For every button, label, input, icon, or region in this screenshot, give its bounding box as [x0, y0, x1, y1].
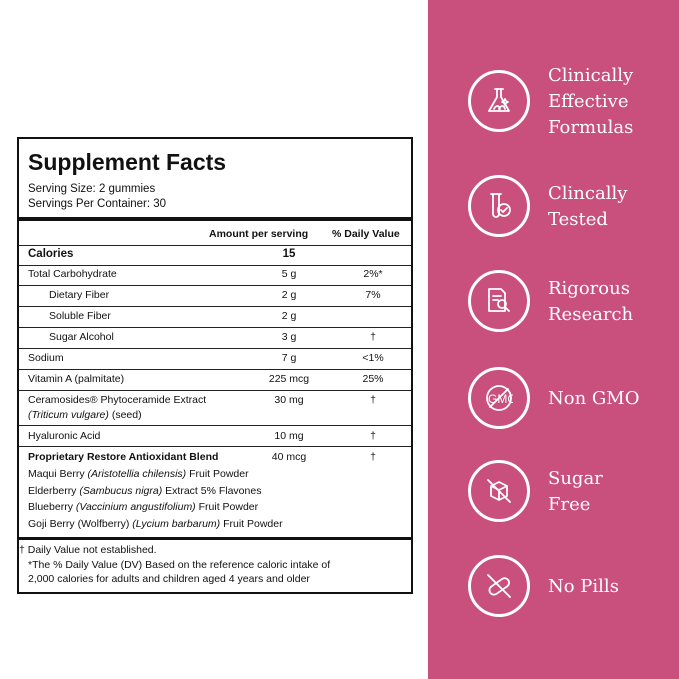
servings-per-container: Servings Per Container: 30	[28, 198, 167, 210]
icon-circle	[468, 70, 530, 132]
footnote-dagger: † Daily Value not established.	[19, 544, 157, 556]
nutrient-name: Vitamin A (palmitate)	[28, 373, 125, 385]
row-divider	[19, 285, 411, 286]
row-divider	[19, 425, 411, 426]
flask-leaf-icon	[488, 88, 510, 112]
form: Fruit Powder	[220, 517, 283, 530]
latin-name: (Aristotellia chilensis)	[87, 468, 187, 480]
pill-crossed-icon	[487, 574, 511, 598]
nutrient-amount: 2 g	[281, 310, 297, 322]
nutrient-amount: 30 mg	[274, 394, 304, 406]
amount-header: Amount per serving	[209, 228, 309, 240]
gmo-crossed-icon: GMO	[486, 385, 513, 411]
nutrient-dv: †	[370, 331, 376, 343]
thick-divider	[19, 217, 411, 221]
nutrient-name: Total Carbohydrate	[28, 268, 117, 280]
latin-name: (Vaccinium angustifolium)	[75, 501, 196, 513]
ingredient-text: Goji Berry (Wolfberry) (Lycium barbarum)…	[28, 518, 283, 530]
nutrient-name: Dietary Fiber	[49, 289, 110, 301]
common-name: Blueberry	[28, 501, 76, 513]
common-name: Goji Berry (Wolfberry)	[28, 517, 133, 530]
nutrient-name: Sugar Alcohol	[49, 331, 114, 343]
nutrient-dv: 2%*	[363, 268, 383, 280]
blend-name: Proprietary Restore Antioxidant Blend	[28, 451, 219, 463]
nutrient-amount: 5 g	[281, 268, 297, 280]
nutrient-name: Ceramosides® Phytoceramide Extract	[28, 394, 207, 406]
test-tube-check-icon	[490, 193, 511, 218]
nutrient-name: Sodium	[28, 352, 64, 364]
footnote-dv-cont: 2,000 calories for adults and children a…	[28, 573, 310, 585]
blend-amount: 40 mcg	[271, 451, 307, 463]
nutrient-subname: (Triticum vulgare) (seed)	[28, 409, 142, 421]
part: (seed)	[108, 409, 142, 421]
footnote-dv: *The % Daily Value (DV) Based on the ref…	[28, 559, 331, 571]
calories-value: 15	[282, 248, 296, 260]
nutrient-dv: <1%	[362, 352, 384, 364]
nutrient-name: Soluble Fiber	[49, 310, 111, 322]
icon-circle	[468, 460, 530, 522]
row-divider	[19, 446, 411, 447]
feature-label: Clinically Effective Formulas	[548, 65, 634, 138]
nutrient-name: Hyaluronic Acid	[28, 430, 101, 442]
latin-name: (Sambucus nigra)	[79, 484, 163, 497]
nutrient-dv: 7%	[365, 289, 381, 301]
latin-name: (Lycium barbarum)	[132, 517, 221, 530]
common-name: Elderberry	[28, 484, 80, 497]
blend-dv: †	[370, 451, 376, 463]
facts-title: Supplement Facts	[28, 149, 227, 175]
row-divider	[19, 348, 411, 349]
ingredient-text: Maqui Berry (Aristotellia chilensis) Fru…	[28, 468, 249, 480]
common-name: Maqui Berry	[28, 468, 88, 480]
nutrient-amount: 7 g	[281, 352, 297, 364]
serving-size: Serving Size: 2 gummies	[28, 183, 156, 195]
svg-text:GMO: GMO	[488, 392, 513, 406]
nutrient-amount: 3 g	[281, 331, 297, 343]
feature-item: Rigorous Research	[468, 270, 678, 334]
nutrient-dv: †	[370, 430, 376, 442]
icon-circle	[468, 175, 530, 237]
calories-label: Calories	[28, 248, 74, 260]
icon-circle: GMO	[468, 367, 530, 429]
latin-name: (Triticum vulgare)	[28, 409, 109, 421]
feature-label: No Pills	[548, 576, 619, 597]
row-divider	[19, 390, 411, 391]
feature-label: Non GMO	[548, 388, 640, 409]
feature-item: Sugar Free	[468, 460, 678, 524]
feature-item: Clinically Effective Formulas	[468, 65, 678, 138]
icon-circle	[468, 270, 530, 332]
form: Fruit Powder	[186, 468, 249, 480]
nutrient-amount: 225 mcg	[268, 373, 310, 385]
feature-item: Clincally Tested	[468, 175, 678, 239]
nutrient-amount: 10 mg	[274, 430, 304, 442]
feature-label: Rigorous Research	[548, 278, 634, 325]
form: Fruit Powder	[195, 501, 259, 513]
feature-item: No Pills	[468, 555, 678, 619]
ingredient-text: Blueberry (Vaccinium angustifolium) Frui…	[28, 501, 258, 513]
thick-divider	[19, 537, 411, 540]
nutrient-dv: †	[370, 394, 376, 406]
document-search-icon	[488, 288, 510, 312]
row-divider	[19, 306, 411, 307]
nutrient-dv: 25%	[362, 373, 384, 385]
dv-header: % Daily Value	[332, 228, 400, 240]
sugar-cube-crossed-icon	[487, 479, 511, 503]
row-divider	[19, 327, 411, 328]
icon-circle	[468, 555, 530, 617]
feature-item: GMO Non GMO	[468, 367, 678, 431]
row-divider	[19, 369, 411, 370]
supplement-facts-label: Supplement Facts Serving Size: 2 gummies…	[17, 137, 413, 594]
feature-label: Clincally Tested	[548, 183, 628, 230]
feature-label: Sugar Free	[548, 468, 603, 515]
ingredient-text: Elderberry (Sambucus nigra) Extract 5% F…	[28, 485, 261, 497]
form: Extract 5% Flavones	[162, 484, 262, 497]
nutrient-amount: 2 g	[281, 289, 297, 301]
